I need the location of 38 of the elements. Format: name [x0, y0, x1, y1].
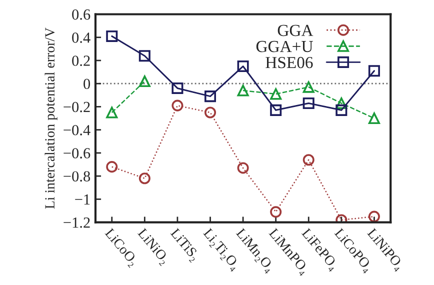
point: [237, 162, 249, 174]
point: [270, 104, 282, 116]
point: [302, 154, 314, 166]
y-tick-label: 0.6: [72, 9, 90, 20]
y-tick-label: −0.6: [64, 148, 90, 158]
point: [106, 106, 118, 118]
legend-label: GGA+U: [256, 40, 313, 52]
legend-label: GGA: [278, 24, 314, 36]
point: [106, 161, 118, 173]
point: [302, 81, 314, 93]
y-tick-label: −0.8: [64, 171, 90, 182]
point: [106, 30, 118, 42]
point: [368, 210, 380, 222]
point: [138, 172, 150, 184]
legend-label: HSE06: [266, 56, 313, 68]
point: [237, 60, 249, 72]
y-tick-label: −1.2: [64, 217, 90, 228]
point: [302, 97, 314, 110]
point: [172, 100, 184, 112]
point: [138, 76, 150, 88]
point: [368, 112, 380, 124]
point: [270, 206, 282, 218]
point: [368, 65, 380, 77]
y-tick-label: 0: [84, 78, 90, 90]
point: [138, 50, 150, 62]
y-tick-label: −0.4: [64, 124, 90, 136]
y-tick-label: 0.4: [72, 32, 90, 43]
point: [204, 106, 216, 118]
y-tick-label: −0.2: [64, 102, 90, 112]
point: [237, 84, 249, 96]
y-tick-label: 0.2: [72, 56, 90, 66]
point: [336, 97, 348, 110]
point: [204, 90, 216, 102]
point: [172, 82, 184, 94]
point: [270, 88, 282, 100]
point: [336, 104, 348, 116]
y-tick-label: −1: [75, 194, 90, 204]
y-axis-title: Li intercalation potential error/V: [44, 28, 58, 209]
